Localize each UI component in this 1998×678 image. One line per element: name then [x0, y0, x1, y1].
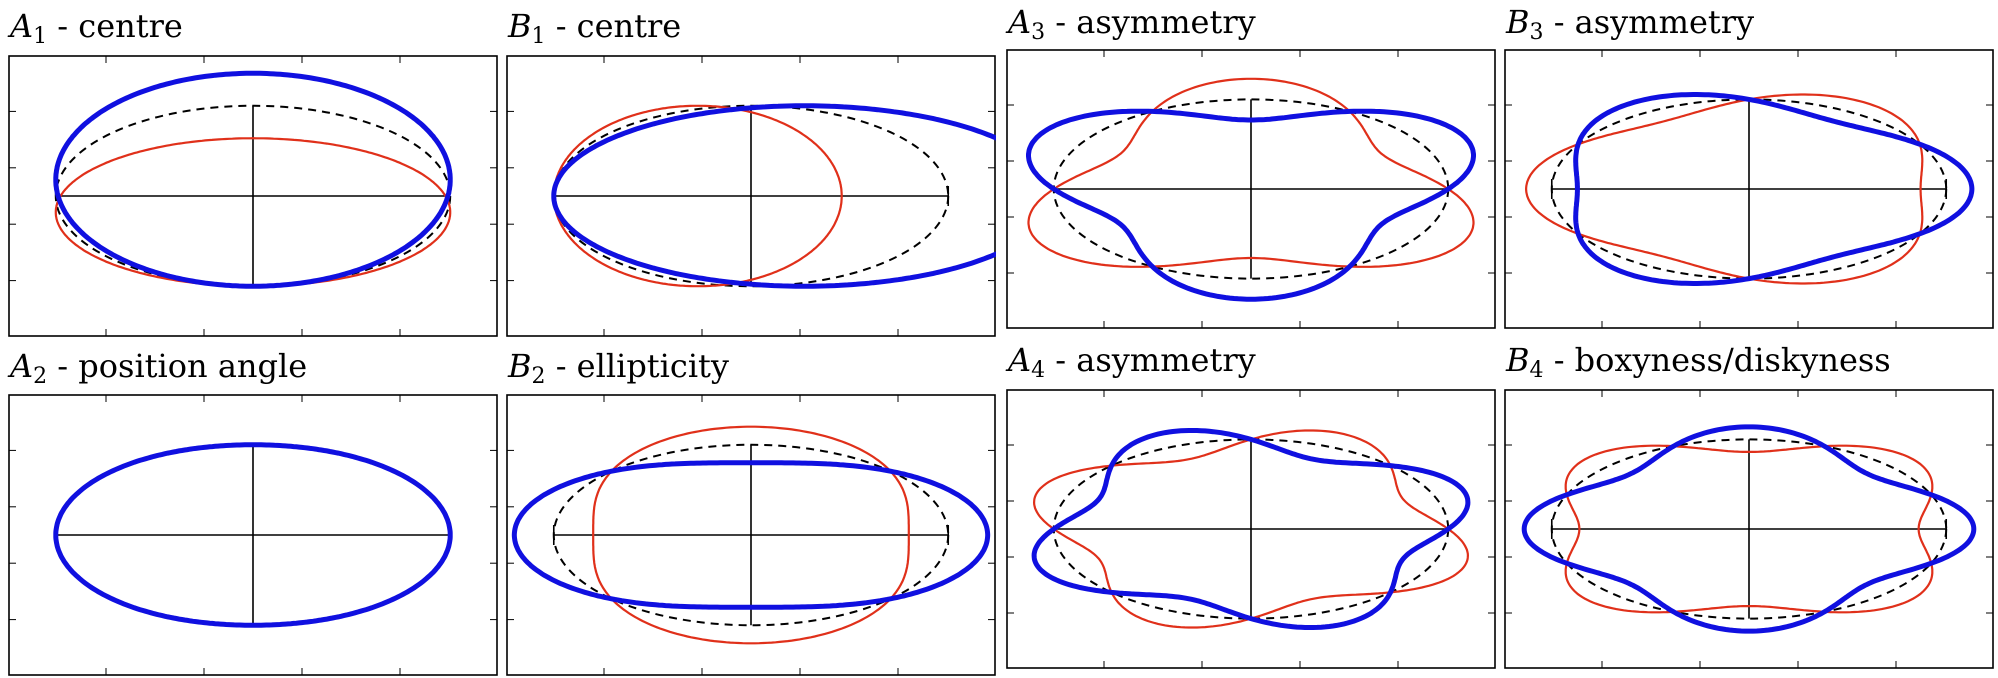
- negative-amplitude-curve: [1524, 93, 1924, 285]
- harmonic-plot: [1006, 389, 1496, 669]
- harmonic-plot: [8, 394, 498, 676]
- positive-amplitude-curve: [53, 442, 453, 628]
- plot-frame: [1006, 389, 1496, 669]
- positive-amplitude-curve: [551, 103, 996, 289]
- reference-ellipse: [1550, 98, 1948, 280]
- positive-amplitude-curve: [511, 460, 991, 610]
- harmonic-plot: [1006, 49, 1496, 329]
- negative-amplitude-curve: [54, 137, 452, 288]
- harmonic-plot: [506, 394, 996, 676]
- panel-title: B1 - centre: [508, 7, 682, 49]
- panel-title: B2 - ellipticity: [508, 347, 729, 389]
- positive-amplitude-curve: [1521, 424, 1977, 634]
- plot-frame: [506, 55, 996, 337]
- panel-title: A3 - asymmetry: [1008, 3, 1256, 45]
- plot-frame: [1504, 49, 1994, 329]
- reference-ellipse: [1550, 438, 1948, 620]
- harmonic-plot: [506, 55, 996, 337]
- positive-amplitude-curve: [1573, 92, 1975, 286]
- harmonic-plot: [1504, 49, 1994, 329]
- harmonic-plot: [8, 55, 498, 337]
- panel-title: A2 - position angle: [10, 347, 308, 389]
- panel-title: B3 - asymmetry: [1506, 3, 1755, 45]
- harmonic-plot: [1504, 389, 1994, 669]
- positive-amplitude-curve: [1031, 428, 1471, 630]
- reference-ellipse: [552, 443, 950, 627]
- plot-frame: [506, 394, 996, 676]
- plot-frame: [1504, 389, 1994, 669]
- plot-frame: [8, 55, 498, 337]
- negative-amplitude-curve: [1564, 444, 1934, 614]
- panel-title: B4 - boxyness/diskyness: [1506, 341, 1891, 383]
- plot-frame: [1006, 49, 1496, 329]
- positive-amplitude-curve: [1026, 108, 1476, 302]
- panel-title: A1 - centre: [10, 7, 183, 49]
- panel-title: A4 - asymmetry: [1008, 341, 1256, 383]
- negative-amplitude-curve: [592, 425, 910, 645]
- plot-frame: [8, 394, 498, 676]
- positive-amplitude-curve: [53, 70, 453, 289]
